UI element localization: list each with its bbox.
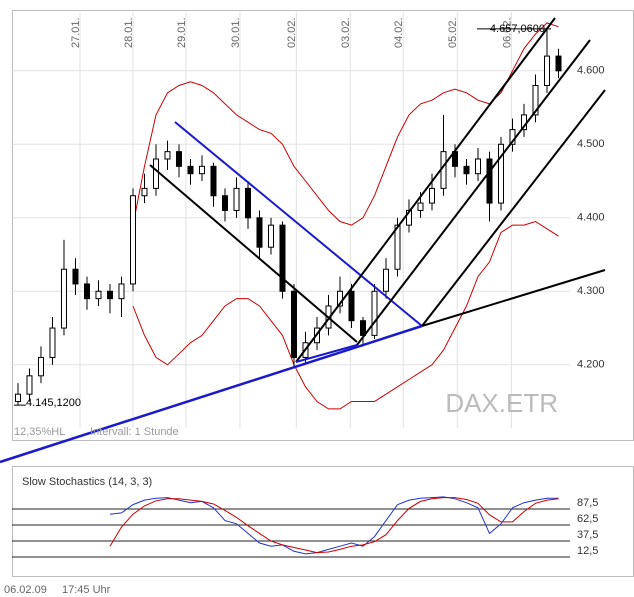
candle-body — [106, 290, 113, 300]
x-tick-label: 04.02. — [393, 17, 405, 48]
candle-body — [497, 143, 504, 204]
x-tick-label: 30.01. — [230, 17, 242, 48]
y-tick-label: 4.500 — [577, 138, 605, 150]
candle-body — [60, 268, 67, 329]
candle-body — [26, 375, 33, 395]
candle-body — [95, 290, 102, 300]
y-tick-label: 4.400 — [577, 212, 605, 224]
candle-body — [164, 151, 171, 160]
candle-body — [49, 327, 56, 358]
candle-body — [175, 151, 182, 167]
footer-date: 06.02.09 — [4, 584, 47, 596]
candle-body — [221, 195, 228, 211]
high-label: 4.657,0600 — [490, 23, 545, 35]
candle-body — [371, 290, 378, 336]
candle-body — [290, 290, 297, 358]
line — [109, 496, 559, 555]
x-tick-label: 27.01. — [70, 17, 82, 48]
candle-body — [37, 356, 44, 377]
trend-line — [295, 344, 358, 363]
y-tick-label: 37,5 — [577, 529, 598, 541]
candle-body — [417, 202, 424, 211]
candle-body — [141, 187, 148, 197]
y-tick-label: 62,5 — [577, 513, 598, 525]
candle-body — [267, 224, 274, 248]
low-label: 4.145,1200 — [26, 397, 81, 409]
line — [132, 22, 559, 226]
candle-body — [198, 165, 205, 175]
range-info: 12,35%HL — [14, 426, 65, 438]
candle-body — [72, 268, 79, 285]
candle-body — [83, 283, 90, 300]
candle-body — [486, 158, 493, 204]
candle-body — [543, 55, 550, 86]
candle-body — [233, 187, 240, 211]
candle-body — [382, 268, 389, 292]
candle-body — [555, 55, 562, 72]
candle-body — [532, 84, 539, 116]
trend-line — [356, 39, 591, 346]
interval: Intervall: 1 Stunde — [90, 426, 179, 438]
line — [132, 220, 559, 410]
x-tick-label: 29.01. — [176, 17, 188, 48]
x-tick-label: 06.02. — [501, 17, 513, 48]
x-tick-label: 05.02. — [447, 17, 459, 48]
y-tick-label: 12,5 — [577, 545, 598, 557]
candle-body — [14, 393, 21, 403]
candle-body — [279, 224, 286, 292]
x-tick-label: 28.01. — [123, 17, 135, 48]
footer-time: 17:45 Uhr — [62, 584, 111, 596]
trend-line — [295, 17, 556, 363]
candle-body — [118, 283, 125, 300]
line — [109, 497, 559, 554]
candle-body — [129, 195, 136, 285]
y-tick-label: 4.300 — [577, 285, 605, 297]
trend-line — [174, 121, 423, 327]
trend-line — [149, 164, 358, 343]
stochastic-title: Slow Stochastics (14, 3, 3) — [22, 476, 152, 488]
candle-body — [210, 165, 217, 197]
candle-body — [256, 217, 263, 248]
symbol: DAX.ETR — [445, 388, 558, 418]
trend-lines — [0, 17, 606, 464]
candle-body — [152, 158, 159, 189]
x-tick-label: 02.02. — [286, 17, 298, 48]
candle-body — [187, 165, 194, 175]
y-tick-label: 87,5 — [577, 497, 598, 509]
y-tick-label: 4.200 — [577, 359, 605, 371]
trend-line — [0, 324, 423, 464]
trend-line — [421, 269, 606, 327]
candle-body — [428, 187, 435, 204]
trend-line — [421, 89, 606, 327]
candle-body — [244, 187, 251, 219]
y-tick-label: 4.600 — [577, 65, 605, 77]
candle-body — [359, 320, 366, 336]
x-tick-label: 03.02. — [340, 17, 352, 48]
candle-body — [474, 158, 481, 175]
bands — [132, 22, 559, 410]
candle-body — [463, 165, 470, 175]
candle-body — [348, 290, 355, 322]
candle-body — [394, 224, 401, 270]
